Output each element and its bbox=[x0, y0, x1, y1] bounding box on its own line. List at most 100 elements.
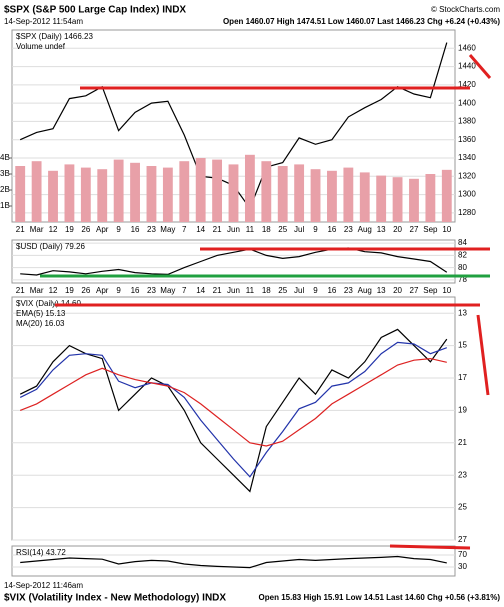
y-tick-label: 27 bbox=[458, 535, 467, 544]
x-tick-label: 14 bbox=[196, 286, 205, 295]
x-tick-label: 10 bbox=[442, 225, 451, 234]
volume-bar bbox=[409, 178, 419, 222]
series-line bbox=[20, 247, 448, 276]
source: © StockCharts.com bbox=[431, 5, 500, 14]
annotation-line bbox=[389, 544, 471, 550]
x-tick-label: May bbox=[160, 225, 175, 234]
x-tick-label: 16 bbox=[327, 225, 336, 234]
x-tick-label: 19 bbox=[65, 225, 74, 234]
x-tick-label: 11 bbox=[246, 225, 255, 234]
y-tick-label: 30 bbox=[458, 562, 467, 571]
x-tick-label: 12 bbox=[49, 225, 58, 234]
legend-entry: $USD (Daily) 79.26 bbox=[16, 242, 85, 251]
chart-title: $VIX (Volatility Index - New Methodology… bbox=[4, 593, 226, 604]
x-tick-label: Sep bbox=[423, 286, 438, 295]
volume-bar bbox=[195, 158, 206, 222]
annotation-line bbox=[468, 54, 492, 79]
volume-bar bbox=[310, 169, 321, 222]
y-tick-label: 1420 bbox=[458, 80, 476, 89]
x-tick-label: Jun bbox=[227, 286, 240, 295]
x-tick-label: 10 bbox=[442, 286, 451, 295]
x-tick-label: 18 bbox=[262, 286, 271, 295]
y-tick-label: 70 bbox=[458, 550, 467, 559]
y-tick-label: 1340 bbox=[458, 153, 476, 162]
x-tick-label: 26 bbox=[81, 225, 90, 234]
volume-bar bbox=[376, 175, 387, 222]
y-tick-label: 17 bbox=[458, 373, 467, 382]
panel-frame bbox=[11, 545, 456, 577]
legend-entry: MA(20) 16.03 bbox=[16, 319, 65, 328]
x-tick-label: 16 bbox=[131, 286, 140, 295]
volume-bar bbox=[261, 161, 272, 222]
volume-bar bbox=[179, 161, 190, 222]
x-tick-label: 23 bbox=[147, 286, 156, 295]
volume-bar bbox=[31, 161, 42, 222]
legend-entry: $SPX (Daily) 1466.23 bbox=[16, 32, 93, 41]
y-tick-label: 19 bbox=[458, 406, 467, 415]
legend-entry: EMA(5) 15.13 bbox=[16, 309, 66, 318]
x-tick-label: 16 bbox=[131, 225, 140, 234]
y-tick-label: 1320 bbox=[458, 171, 476, 180]
x-tick-label: 9 bbox=[313, 225, 318, 234]
x-tick-label: 12 bbox=[49, 286, 58, 295]
x-tick-label: 13 bbox=[377, 225, 386, 234]
x-tick-label: Apr bbox=[96, 225, 109, 234]
y-tick-label: 25 bbox=[458, 503, 467, 512]
x-tick-label: 9 bbox=[116, 286, 121, 295]
y2-tick-label: 2B bbox=[0, 185, 10, 194]
date: 14-Sep-2012 11:46am bbox=[4, 581, 83, 590]
volume-bar bbox=[97, 169, 108, 222]
y2-tick-label: 1B bbox=[0, 201, 10, 210]
y2-tick-label: 3B bbox=[0, 169, 10, 178]
y-tick-label: 1300 bbox=[458, 190, 476, 199]
volume-bar bbox=[294, 164, 305, 222]
quote: Open 1460.07 High 1474.51 Low 1460.07 La… bbox=[223, 17, 500, 26]
x-tick-label: Jul bbox=[294, 286, 304, 295]
x-tick-label: 20 bbox=[393, 225, 402, 234]
x-tick-label: Mar bbox=[30, 225, 44, 234]
legend-entry: RSI(14) 43.72 bbox=[16, 548, 66, 557]
date: 14-Sep-2012 11:54am bbox=[4, 17, 83, 26]
x-tick-label: 11 bbox=[246, 286, 255, 295]
y-tick-label: 80 bbox=[458, 263, 467, 272]
x-tick-label: Sep bbox=[423, 225, 438, 234]
x-tick-label: 9 bbox=[313, 286, 318, 295]
y2-tick-label: 4B bbox=[0, 153, 10, 162]
series-line bbox=[19, 328, 448, 493]
volume-bar bbox=[392, 177, 403, 222]
series-line bbox=[19, 357, 447, 447]
x-tick-label: Jun bbox=[227, 225, 240, 234]
volume-bar bbox=[228, 164, 239, 222]
volume-bar bbox=[277, 166, 288, 222]
volume-bar bbox=[425, 174, 436, 222]
x-tick-label: 26 bbox=[81, 286, 90, 295]
y-tick-label: 15 bbox=[458, 341, 467, 350]
x-tick-label: 27 bbox=[410, 286, 419, 295]
x-tick-label: 18 bbox=[262, 225, 271, 234]
volume-bar bbox=[113, 159, 124, 222]
x-tick-label: 25 bbox=[278, 286, 287, 295]
volume-bar bbox=[64, 164, 75, 222]
x-tick-label: 21 bbox=[16, 225, 25, 234]
y-tick-label: 1400 bbox=[458, 98, 476, 107]
panel-frame bbox=[11, 239, 456, 284]
x-tick-label: Mar bbox=[30, 286, 44, 295]
y-tick-label: 1460 bbox=[458, 43, 476, 52]
x-tick-label: 14 bbox=[196, 225, 205, 234]
x-tick-label: 23 bbox=[344, 225, 353, 234]
x-tick-label: Aug bbox=[358, 286, 372, 295]
volume-bar bbox=[48, 170, 58, 222]
volume-bar bbox=[130, 162, 140, 222]
y-tick-label: 78 bbox=[458, 275, 467, 284]
x-tick-label: 21 bbox=[16, 286, 25, 295]
x-tick-label: 7 bbox=[182, 225, 187, 234]
x-tick-label: 27 bbox=[410, 225, 419, 234]
y-tick-label: 1440 bbox=[458, 62, 476, 71]
y-tick-label: 13 bbox=[458, 308, 467, 317]
annotation-line bbox=[476, 314, 490, 396]
quote: Open 15.83 High 15.91 Low 14.51 Last 14.… bbox=[259, 593, 501, 602]
x-tick-label: 7 bbox=[182, 286, 187, 295]
x-tick-label: Apr bbox=[96, 286, 109, 295]
volume-bar bbox=[343, 167, 354, 222]
volume-bar bbox=[162, 167, 173, 222]
